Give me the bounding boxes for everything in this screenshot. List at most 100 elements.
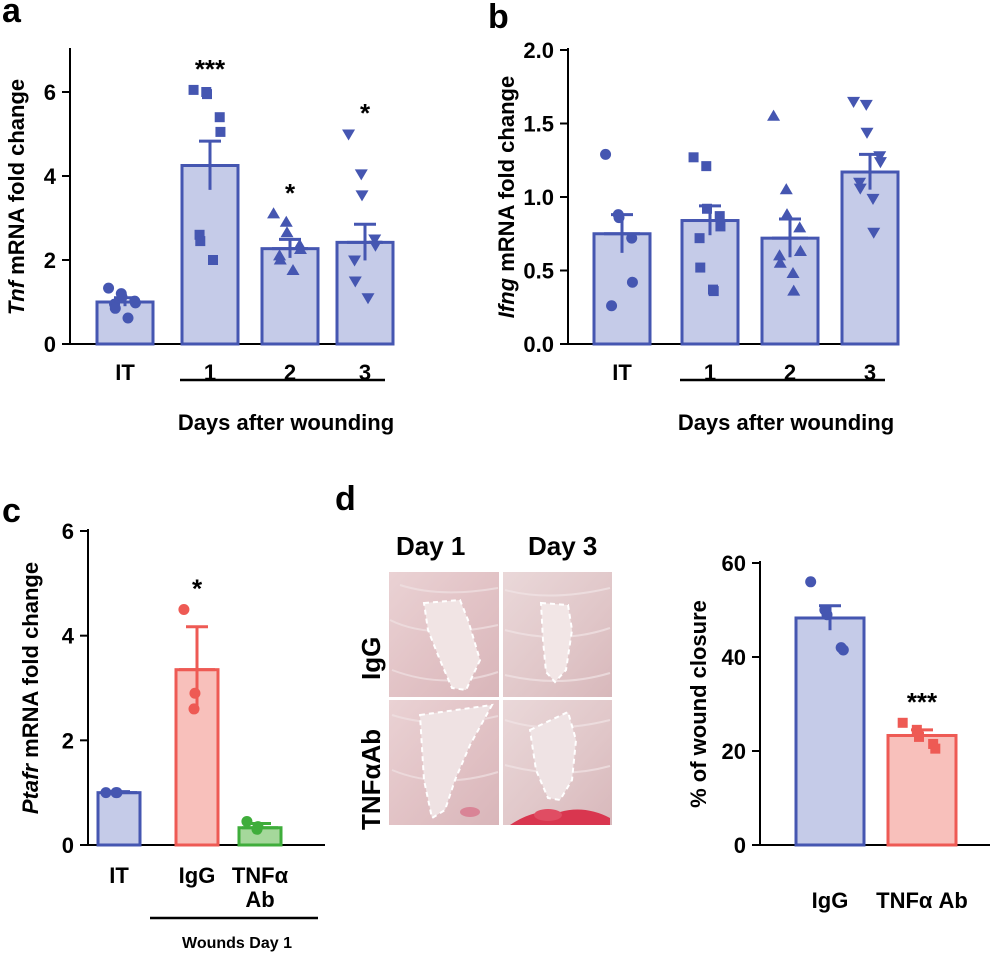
- data-point: [715, 221, 726, 232]
- bar: [96, 791, 142, 847]
- y-axis-label: Tnf mRNA fold change: [4, 79, 29, 315]
- significance-stars: *: [192, 574, 203, 604]
- data-point: [714, 211, 725, 222]
- data-point: [178, 604, 190, 615]
- y-tick-label: 60: [722, 551, 746, 576]
- y-axis-label-text: % of wound closure: [686, 600, 711, 808]
- data-point: [348, 255, 362, 267]
- data-point: [911, 724, 922, 735]
- x-tick-label: IT: [612, 360, 632, 385]
- data-point: [286, 264, 300, 276]
- data-point: [914, 731, 924, 742]
- significance-stars: ***: [907, 687, 938, 717]
- panel-letter-d: d: [335, 480, 356, 518]
- data-point: [280, 226, 294, 238]
- y-axis-label-text: mRNA fold change: [18, 562, 43, 764]
- y-axis-label-text: mRNA fold change: [494, 76, 519, 278]
- y-tick-label: 6: [62, 519, 74, 544]
- y-tick-label: 40: [722, 645, 746, 670]
- data-point: [368, 234, 382, 246]
- data-point: [273, 253, 287, 265]
- data-point: [214, 112, 225, 123]
- data-point: [866, 193, 880, 205]
- data-point: [122, 312, 134, 324]
- y-axis-label-gene: Ifng: [494, 277, 519, 318]
- panel-d-wound-closure-chart: 0 20 40 60 % of wound closure IgG *** TNFα Ab: [686, 551, 990, 913]
- photo-column-label-day1: Day 1: [396, 531, 465, 561]
- data-point: [847, 96, 861, 108]
- y-tick-label: 2: [62, 728, 74, 753]
- data-point: [202, 89, 212, 100]
- data-point: [368, 240, 382, 252]
- y-axis-label-text: mRNA fold change: [4, 79, 29, 281]
- data-point: [195, 236, 206, 247]
- photo-column-label-day3: Day 3: [528, 531, 597, 561]
- data-point: [694, 233, 705, 244]
- data-point: [688, 152, 699, 163]
- data-point: [251, 823, 263, 835]
- data-point: [779, 183, 793, 195]
- bar: [180, 164, 240, 346]
- significance-stars: *: [285, 178, 296, 208]
- y-tick-label: 0: [44, 332, 56, 357]
- y-axis-label: Ptafr mRNA fold change: [18, 562, 43, 814]
- data-point: [361, 293, 375, 305]
- y-tick-label: 0: [62, 833, 74, 858]
- bar: [95, 300, 155, 346]
- data-point: [293, 243, 307, 255]
- photo-igg-day3: [503, 572, 612, 697]
- data-point: [241, 815, 253, 827]
- data-point: [853, 183, 867, 195]
- data-point: [626, 232, 638, 244]
- data-point: [805, 576, 817, 588]
- data-point: [606, 300, 618, 312]
- data-point: [110, 787, 122, 799]
- x-tick-label: IgG: [179, 863, 216, 888]
- photo-row-label-tnfab: TNFαAb: [356, 729, 386, 830]
- data-point: [930, 743, 941, 754]
- data-point: [837, 644, 849, 656]
- y-axis-label-gene: Ptafr: [18, 763, 43, 815]
- data-point: [189, 687, 201, 699]
- data-point: [188, 84, 199, 95]
- group-label: Days after wounding: [678, 410, 894, 435]
- data-point: [342, 129, 356, 141]
- panel-letter-b: b: [488, 0, 509, 36]
- data-point: [786, 266, 800, 278]
- data-point: [188, 703, 200, 715]
- data-point: [129, 297, 141, 309]
- data-point: [100, 787, 112, 799]
- photo-row-label-igg: IgG: [356, 637, 386, 680]
- data-point: [116, 291, 128, 303]
- x-tick-label: TNFα: [232, 863, 289, 888]
- y-tick-label: 6: [44, 80, 56, 105]
- data-point: [767, 109, 781, 121]
- data-point: [773, 256, 787, 268]
- y-tick-label: 2.0: [523, 38, 554, 63]
- data-point: [787, 284, 801, 296]
- bar: [260, 247, 320, 346]
- data-point: [267, 207, 281, 219]
- significance-stars: *: [360, 98, 371, 128]
- data-point: [853, 177, 867, 189]
- wound-photo-grid: Day 1 Day 3 IgG TNFαAb: [356, 531, 612, 830]
- x-tick-label: IgG: [812, 888, 849, 913]
- data-point: [860, 127, 874, 139]
- y-tick-label: 1.5: [523, 112, 554, 137]
- data-point: [109, 302, 121, 314]
- panel-letter-c: c: [2, 492, 21, 530]
- data-point: [897, 717, 908, 728]
- y-tick-label: 4: [62, 624, 75, 649]
- bar: [335, 240, 395, 346]
- data-point: [103, 282, 115, 294]
- data-point: [867, 227, 881, 239]
- panel-c-ptafr-chart: 0 2 4 6 Ptafr mRNA fold change IT * IgG TNFαAb Wo…: [18, 519, 325, 952]
- x-tick-label: Ab: [245, 887, 274, 912]
- group-label: Wounds Day 1: [182, 935, 292, 952]
- data-point: [821, 609, 833, 621]
- data-point: [780, 208, 794, 220]
- data-point: [873, 151, 887, 163]
- data-point: [626, 276, 638, 288]
